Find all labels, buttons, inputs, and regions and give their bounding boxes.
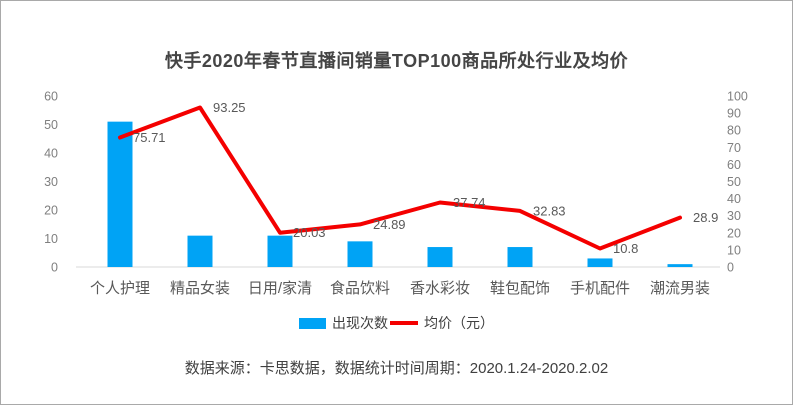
bar-2 [267,235,293,267]
y-axis-left-tick: 50 [44,118,58,132]
y-axis-left-tick: 0 [51,261,58,275]
x-category-label: 个人护理 [90,280,150,297]
y-axis-right-tick: 70 [727,141,741,155]
chart-legend: 出现次数 均价（元） [1,313,792,333]
line-point-label: 24.89 [373,217,406,232]
data-source-note: 数据来源：卡思数据，数据统计时间周期：2020.1.24-2020.2.02 [184,360,609,377]
x-category-label: 潮流男装 [650,280,710,297]
bar-6 [587,258,613,267]
legend-line-label: 均价（元） [424,315,494,331]
y-axis-left-tick: 60 [44,90,58,104]
line-point-label: 28.9 [693,210,718,225]
line-point-label: 75.71 [133,130,166,145]
y-axis-right-tick: 0 [727,261,734,275]
y-axis-right-tick: 80 [727,124,741,138]
line-point-label: 32.83 [533,203,566,218]
y-axis-right-tick: 90 [727,107,741,121]
legend-line-swatch [390,321,418,325]
x-category-label: 精品女装 [170,279,230,297]
chart-title: 快手2020年春节直播间销量TOP100商品所处行业及均价 [164,51,629,71]
y-axis-right-tick: 10 [727,243,741,257]
legend-bar-swatch [299,317,326,329]
line-point-label: 93.25 [213,100,246,115]
y-axis-right-tick: 20 [727,226,741,240]
legend-bar-label: 出现次数 [332,315,388,331]
avg-price-line [118,105,682,251]
line-point-label: 20.03 [293,225,326,240]
y-axis-right-tick: 40 [727,192,741,206]
bar-3 [347,241,373,267]
line-point-label: 10.8 [613,241,638,256]
x-category-label: 手机配件 [570,280,630,297]
bar-0 [107,121,133,268]
y-axis-left-tick: 20 [44,204,58,218]
bar-4 [427,247,453,267]
bar-5 [507,247,533,267]
bar-7 [667,264,693,267]
line-point-label: 37.74 [453,195,486,210]
x-category-label: 日用/家清 [248,280,312,297]
y-axis-left-tick: 30 [44,175,58,189]
y-axis-right-tick: 100 [727,90,748,104]
y-axis-left-tick: 40 [44,147,58,161]
x-category-label: 食品饮料 [330,280,390,297]
x-category-label: 鞋包配饰 [490,280,550,297]
bar-1 [187,235,213,267]
y-axis-right-tick: 30 [727,209,741,223]
x-category-label: 香水彩妆 [410,280,470,297]
y-axis-right-tick: 60 [727,158,741,172]
y-axis-right-tick: 50 [727,175,741,189]
y-axis-left-tick: 10 [44,232,58,246]
